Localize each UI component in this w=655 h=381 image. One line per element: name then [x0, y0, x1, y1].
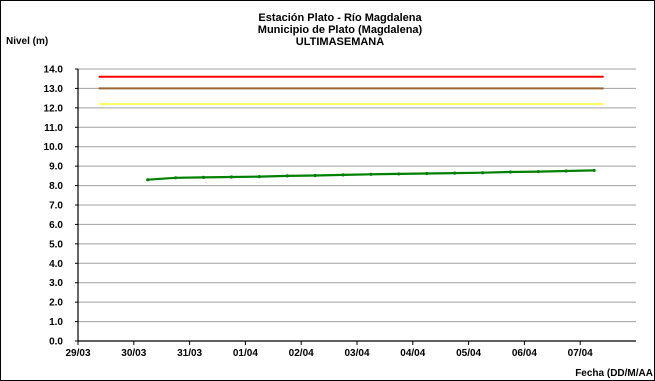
- y-tick-label-3: 3.0: [49, 278, 63, 289]
- y-tick-label-7: 7.0: [49, 201, 63, 212]
- y-tick-label-9: 9.0: [49, 162, 63, 173]
- data-point-0-10: [425, 171, 429, 176]
- chart-title-line-3: ULTIMASEMANA: [296, 36, 384, 48]
- x-tick-label-1: 30/03: [121, 348, 146, 359]
- data-point-0-9: [397, 172, 401, 176]
- data-point-0-1: [174, 176, 178, 180]
- y-tick-label-14: 14.0: [44, 65, 64, 76]
- x-tick-label-2: 31/03: [177, 348, 202, 359]
- x-tick-label-5: 03/04: [344, 348, 369, 359]
- data-point-0-3: [229, 175, 234, 179]
- x-tick-label-4: 02/04: [289, 348, 314, 359]
- y-tick-label-5: 5.0: [49, 239, 63, 250]
- data-point-0-0: [146, 178, 150, 182]
- data-point-0-5: [285, 174, 289, 178]
- x-tick-label-3: 01/04: [233, 348, 258, 359]
- data-point-0-14: [536, 169, 540, 174]
- data-point-0-2: [201, 175, 206, 180]
- data-point-0-6: [313, 173, 317, 178]
- y-tick-label-13: 13.0: [44, 84, 64, 95]
- y-tick-label-10: 10.0: [44, 142, 64, 153]
- x-axis-label: Fecha (DD/M/AA: [575, 368, 653, 379]
- data-point-0-11: [453, 171, 457, 175]
- data-point-0-16: [592, 168, 596, 173]
- data-point-0-8: [369, 172, 373, 176]
- x-tick-label-6: 04/04: [400, 348, 425, 359]
- y-tick-label-11: 11.0: [44, 123, 63, 134]
- y-axis-label: Nivel (m): [6, 36, 48, 47]
- data-point-0-4: [257, 175, 261, 179]
- data-point-0-7: [341, 173, 345, 177]
- data-point-0-12: [480, 171, 485, 175]
- y-tick-label-6: 6.0: [49, 220, 63, 231]
- y-tick-label-0: 0.0: [49, 337, 63, 348]
- chart-title-line-2: Municipio de Plato (Magdalena): [258, 24, 423, 36]
- y-tick-label-8: 8.0: [49, 181, 63, 192]
- y-tick-label-12: 12.0: [44, 103, 64, 114]
- x-tick-label-9: 07/04: [568, 348, 593, 359]
- y-tick-label-1: 1.0: [49, 317, 63, 328]
- data-point-0-13: [508, 170, 513, 174]
- y-tick-label-2: 2.0: [49, 298, 63, 309]
- x-tick-label-7: 05/04: [456, 348, 481, 359]
- x-tick-label-8: 06/04: [512, 348, 537, 359]
- chart-title-line-1: Estación Plato - Río Magdalena: [258, 12, 422, 24]
- y-tick-label-4: 4.0: [49, 259, 63, 270]
- x-tick-label-0: 29/03: [65, 348, 90, 359]
- data-point-0-15: [564, 169, 568, 173]
